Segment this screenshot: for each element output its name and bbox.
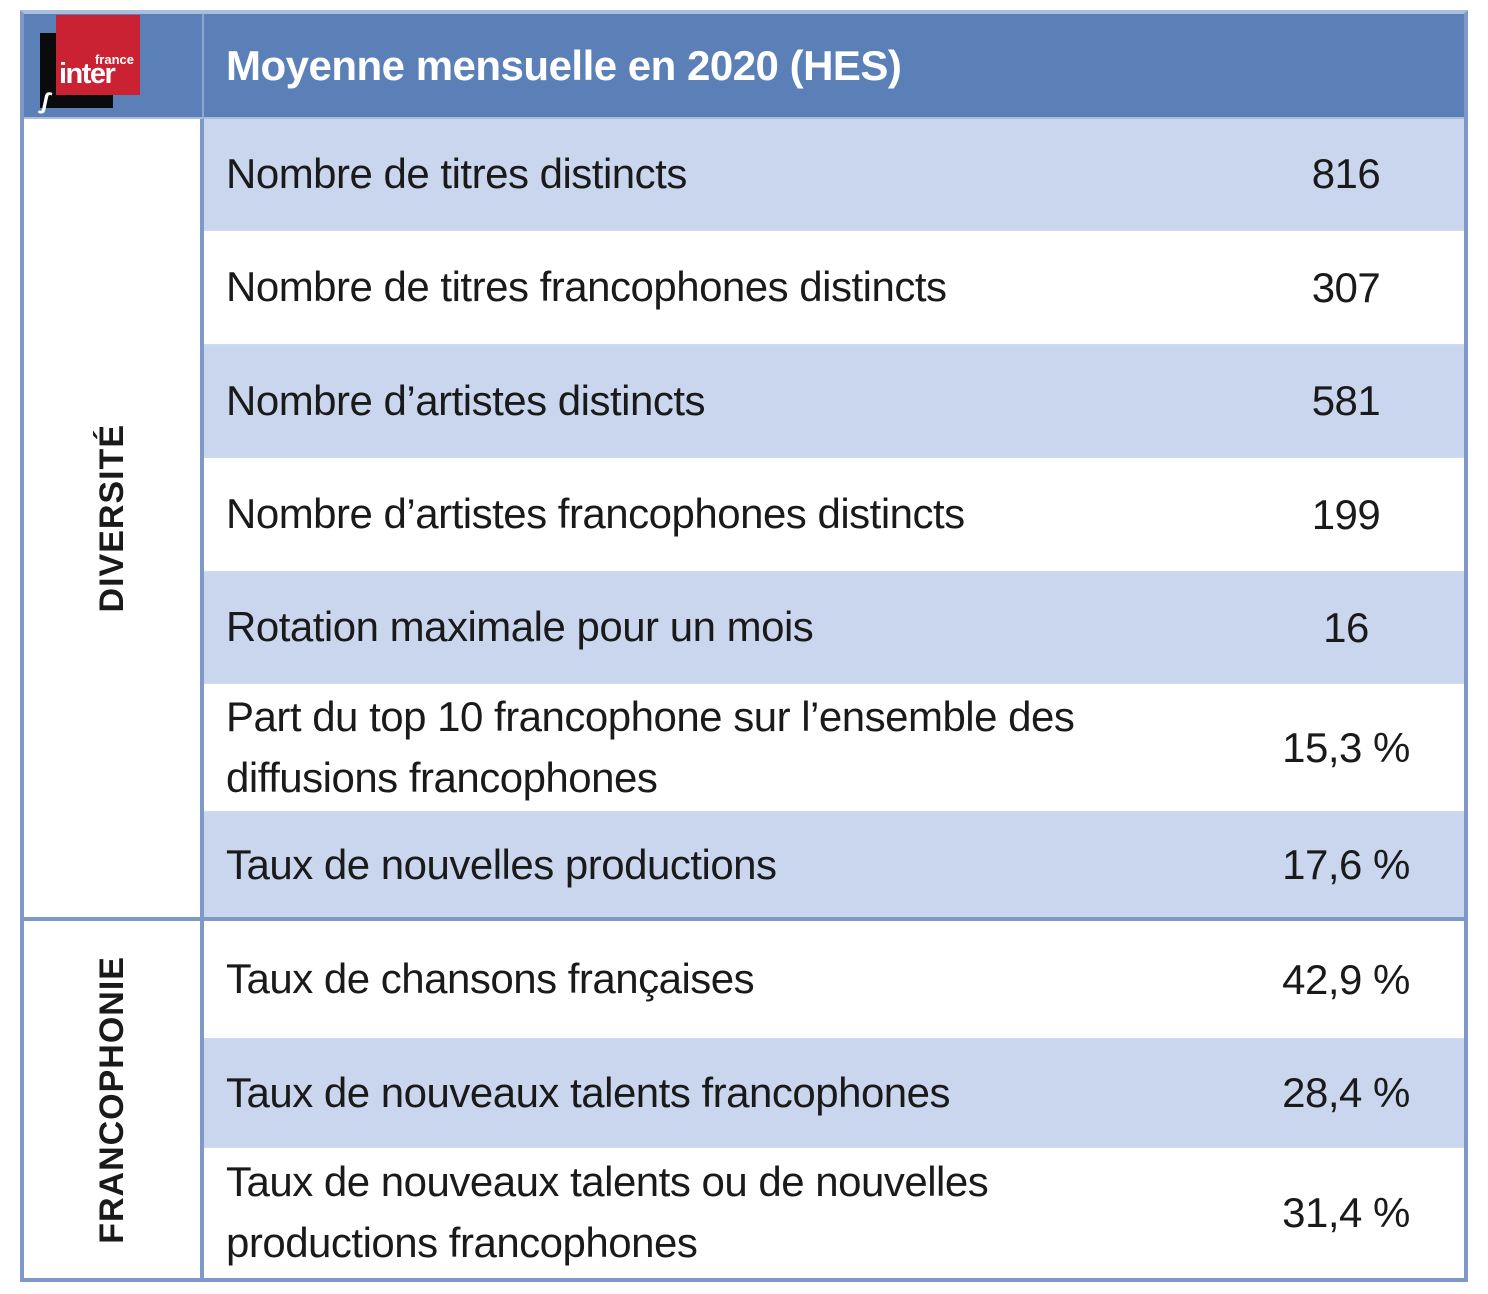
metric-value-rotation-maximale: 16	[1242, 571, 1464, 682]
logo-cell: france inter ∫	[24, 14, 204, 119]
metric-label-artistes-francophones: Nombre d’artistes francophones distincts	[204, 456, 1242, 571]
metric-label-chansons-francaises: Taux de chansons françaises	[226, 955, 755, 1003]
metric-label-nouveaux-talents: Taux de nouveaux talents francophones	[204, 1038, 1242, 1146]
metric-value-nouveaux-talents: 28,4 %	[1242, 1038, 1464, 1146]
group-label-diversite: DIVERSITÉ	[24, 119, 204, 917]
metric-label-artistes-distincts: Nombre d’artistes distincts	[204, 344, 1242, 456]
metric-value-nouvelles-productions: 17,6 %	[1242, 811, 1464, 917]
metric-value-titres-francophones: 307	[1242, 229, 1464, 344]
metric-label-rotation-maximale: Rotation maximale pour un mois	[204, 571, 1242, 682]
metric-label-titres-distincts: Nombre de titres distincts	[204, 119, 1242, 229]
metric-label-nouvelles-productions: Taux de nouvelles productions	[204, 811, 1242, 917]
metric-value-talents-ou-productions: 31,4 %	[1242, 1146, 1464, 1278]
metric-label-talents-ou-productions: Taux de nouveaux talents ou de nouvelles…	[204, 1146, 1242, 1278]
france-inter-logo: france inter	[56, 15, 140, 95]
table-title: Moyenne mensuelle en 2020 (HES)	[226, 41, 902, 89]
stats-table: france inter ∫ Moyenne mensuelle en 2020…	[20, 10, 1468, 1282]
metric-label-part-top10: Part du top 10 francophone sur l’ensembl…	[204, 682, 1242, 811]
logo-france-text: france	[94, 52, 134, 67]
metric-label-titres-francophones: Nombre de titres francophones distincts	[204, 229, 1242, 344]
metric-value-part-top10: 15,3 %	[1242, 682, 1464, 811]
table-header: Moyenne mensuelle en 2020 (HES)	[204, 14, 1464, 119]
group-label-francophonie: FRANCOPHONIE	[24, 921, 204, 1278]
group-divider	[24, 917, 1464, 921]
metric-value-artistes-distincts: 581	[1242, 344, 1464, 456]
metric-value-artistes-francophones: 199	[1242, 456, 1464, 571]
metric-value-chansons-francaises: 42,9 %	[1282, 955, 1410, 1003]
metric-value-titres-distincts: 816	[1242, 119, 1464, 229]
logo-inter-text: inter	[59, 58, 116, 90]
